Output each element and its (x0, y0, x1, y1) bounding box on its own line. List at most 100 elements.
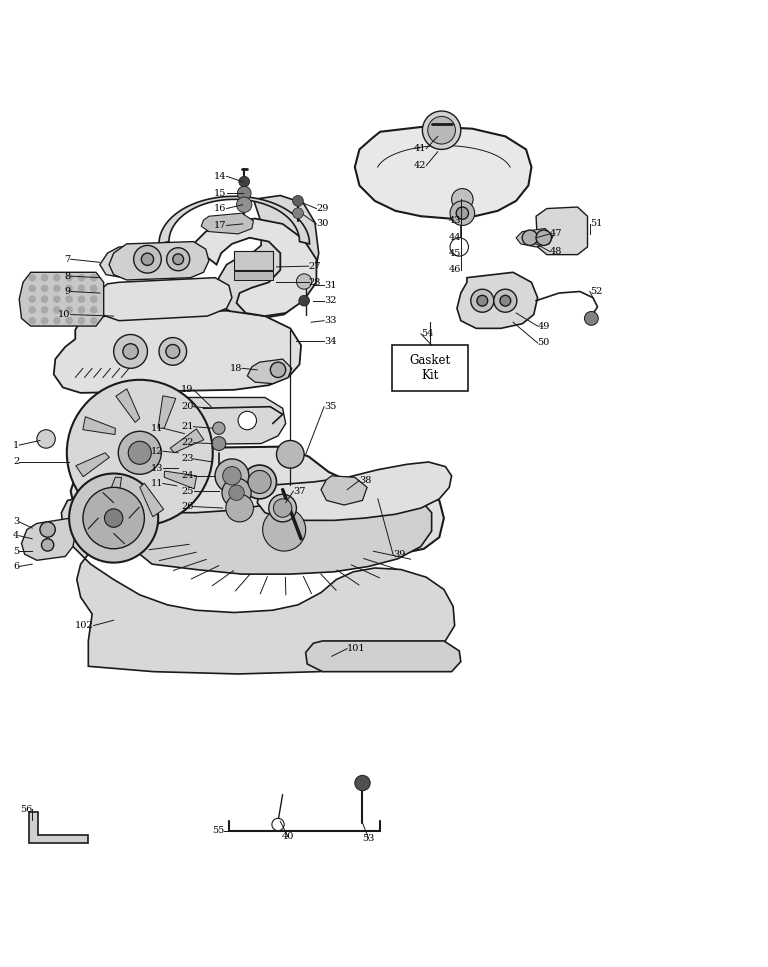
Circle shape (450, 201, 475, 225)
Bar (392, 345, 468, 392)
Text: 53: 53 (362, 834, 375, 843)
Circle shape (78, 296, 84, 303)
Circle shape (54, 285, 60, 291)
Circle shape (237, 197, 252, 213)
Circle shape (422, 111, 461, 150)
Circle shape (272, 818, 284, 831)
Circle shape (125, 411, 144, 429)
Polygon shape (201, 213, 253, 234)
Circle shape (91, 296, 97, 303)
Circle shape (223, 467, 241, 485)
Circle shape (114, 335, 147, 368)
Bar (234, 271, 273, 280)
Circle shape (238, 411, 257, 429)
Text: 39: 39 (393, 550, 406, 560)
Polygon shape (321, 476, 367, 505)
Polygon shape (134, 489, 432, 574)
Circle shape (299, 295, 310, 307)
Circle shape (118, 431, 161, 474)
Polygon shape (61, 499, 455, 674)
Polygon shape (140, 484, 164, 516)
Circle shape (29, 285, 35, 291)
Polygon shape (355, 127, 531, 219)
Circle shape (500, 295, 511, 307)
Circle shape (167, 248, 190, 271)
Polygon shape (29, 812, 88, 843)
Text: 102: 102 (75, 621, 94, 630)
Circle shape (450, 238, 468, 256)
Text: 7: 7 (65, 254, 71, 264)
Text: 45: 45 (449, 249, 461, 257)
Circle shape (83, 487, 144, 549)
Circle shape (270, 363, 286, 377)
Text: 11: 11 (151, 424, 163, 432)
Text: 47: 47 (550, 229, 562, 239)
Circle shape (173, 254, 184, 265)
Text: 56: 56 (20, 805, 32, 813)
Polygon shape (71, 447, 444, 556)
Circle shape (29, 307, 35, 313)
Circle shape (166, 344, 180, 359)
Text: 18: 18 (230, 364, 242, 373)
Text: 23: 23 (181, 454, 194, 463)
Circle shape (104, 509, 123, 527)
Circle shape (134, 246, 161, 273)
Text: 3: 3 (13, 517, 19, 526)
Circle shape (69, 474, 158, 563)
Circle shape (40, 522, 55, 538)
Text: 55: 55 (212, 826, 224, 835)
Circle shape (273, 499, 292, 517)
Polygon shape (109, 242, 209, 280)
Circle shape (54, 296, 60, 303)
Circle shape (66, 285, 72, 291)
Circle shape (456, 207, 468, 220)
Polygon shape (192, 219, 316, 316)
Circle shape (54, 307, 60, 313)
Text: 33: 33 (324, 316, 336, 325)
Circle shape (296, 274, 312, 289)
Text: 46: 46 (449, 266, 461, 275)
Polygon shape (83, 417, 115, 434)
Polygon shape (158, 396, 176, 428)
Circle shape (584, 311, 598, 325)
Text: 48: 48 (550, 247, 562, 256)
Circle shape (226, 494, 253, 522)
Circle shape (41, 285, 48, 291)
Circle shape (128, 441, 151, 464)
Text: 10: 10 (58, 310, 71, 319)
Text: 44: 44 (449, 233, 461, 243)
Circle shape (41, 307, 48, 313)
Circle shape (355, 776, 370, 791)
Circle shape (29, 296, 35, 303)
Text: 9: 9 (65, 287, 71, 296)
Circle shape (159, 337, 187, 366)
Circle shape (54, 275, 60, 280)
Circle shape (41, 275, 48, 280)
Text: 49: 49 (538, 322, 550, 331)
Circle shape (91, 285, 97, 291)
Circle shape (477, 295, 488, 307)
Text: 52: 52 (590, 287, 602, 296)
Circle shape (522, 230, 538, 246)
Circle shape (66, 317, 72, 324)
Polygon shape (22, 518, 77, 560)
Text: 31: 31 (324, 280, 336, 290)
Text: 2: 2 (13, 457, 19, 466)
Circle shape (471, 289, 494, 312)
Polygon shape (94, 397, 286, 445)
Text: 54: 54 (421, 329, 433, 338)
Text: 34: 34 (324, 337, 336, 346)
Circle shape (276, 441, 304, 468)
Text: 12: 12 (151, 447, 163, 455)
Circle shape (91, 307, 97, 313)
Text: 19: 19 (181, 385, 194, 395)
Polygon shape (116, 389, 140, 423)
Text: 21: 21 (181, 423, 194, 431)
Circle shape (293, 195, 303, 206)
Text: 6: 6 (13, 562, 19, 571)
Text: 51: 51 (590, 220, 602, 228)
Text: 43: 43 (449, 217, 461, 225)
Text: 16: 16 (214, 204, 227, 213)
Text: 27: 27 (309, 262, 321, 271)
Text: 15: 15 (214, 189, 227, 197)
